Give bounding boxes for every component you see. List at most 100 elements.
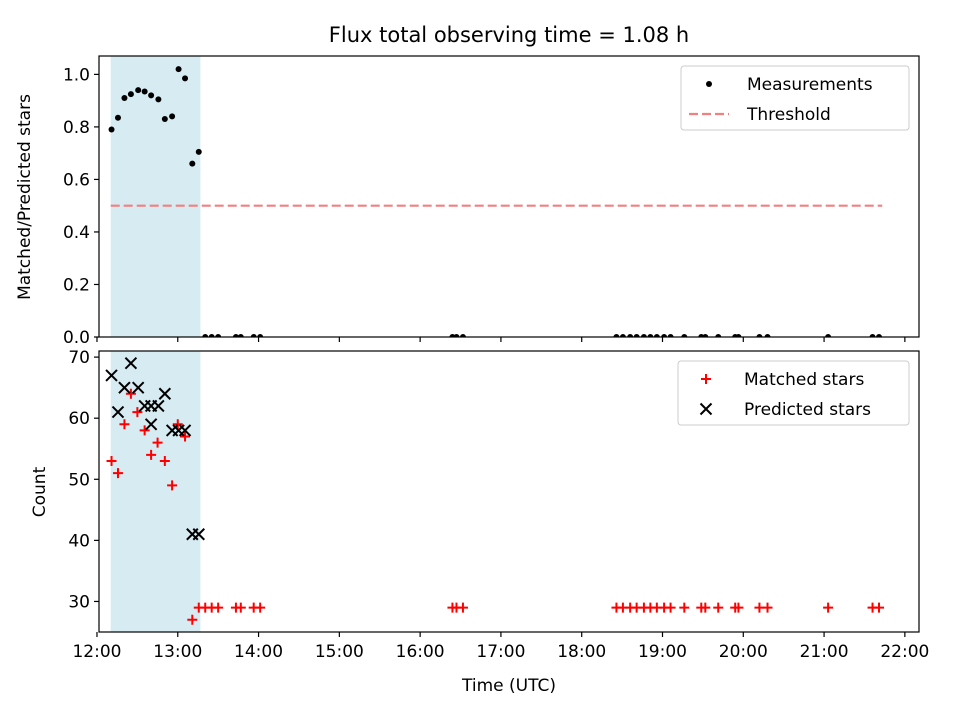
legend-label: Measurements	[747, 75, 873, 95]
matched-star-point	[125, 388, 136, 399]
matched-star-point	[255, 602, 266, 613]
measurement-point	[715, 334, 722, 337]
measurement-point	[232, 334, 239, 337]
measurement-point	[108, 126, 115, 133]
matched-star-point	[180, 431, 191, 442]
measurement-point	[681, 334, 688, 337]
measurement-point	[633, 334, 640, 337]
matched-star-point	[213, 602, 224, 613]
count-y-axis-label: Count	[30, 466, 50, 517]
axes-frame	[98, 350, 920, 633]
measurement-point	[169, 113, 176, 120]
matched-star-point	[146, 449, 157, 460]
measurement-point	[876, 334, 883, 337]
legend-measurements-marker	[706, 81, 712, 87]
y-tick-label: 70	[68, 348, 90, 368]
predicted-star-point	[131, 381, 145, 394]
count-panel: 30 40 50 60 70 12:00 13:00 14:00 15:00 16:00 17:00…	[68, 348, 929, 662]
y-tick-label: 0.0	[63, 328, 90, 348]
axes-frame	[98, 55, 920, 338]
measurement-point	[215, 334, 222, 337]
predicted-star-point	[152, 399, 165, 413]
predicted-star-point	[118, 381, 131, 394]
matched-star-point	[152, 437, 163, 448]
predicted-star-point	[178, 424, 192, 437]
legend-label: Threshold	[746, 105, 831, 125]
observing-span-shade	[110, 56, 201, 337]
measurement-point	[764, 334, 771, 337]
x-tick-label: 22:00	[880, 642, 929, 662]
measurement-point	[453, 334, 460, 337]
measurement-point	[237, 334, 244, 337]
chart-title: Flux total observing time = 1.08 h	[329, 23, 689, 47]
matched-star-point	[167, 480, 178, 491]
measurement-point	[613, 334, 620, 337]
legend-box	[677, 360, 910, 426]
x-tick-label: 16:00	[396, 642, 445, 662]
ratio-y-axis-label: Matched/Predicted stars	[15, 94, 35, 300]
x-tick-label: 21:00	[800, 642, 849, 662]
measurement-point	[653, 334, 660, 337]
measurement-point	[135, 87, 142, 94]
measurement-point	[640, 334, 647, 337]
measurement-point	[202, 334, 209, 337]
x-tick-label: 20:00	[719, 642, 768, 662]
observing-span-shade	[110, 351, 201, 632]
measurement-point	[148, 92, 155, 99]
predicted-star-point	[158, 387, 172, 400]
y-tick-label: 0.2	[63, 275, 90, 295]
ratio-panel: 0.0 0.2 0.4 0.6 0.8 1.0 Measurements Threshold	[63, 55, 920, 348]
legend-box	[680, 65, 910, 131]
measurement-point	[735, 334, 742, 337]
x-tick-label: 19:00	[638, 642, 687, 662]
legend-label: Matched stars	[744, 370, 864, 390]
x-tick-label: 15:00	[315, 642, 364, 662]
x-tick-label: 14:00	[234, 642, 283, 662]
y-tick-label: 0.6	[63, 170, 90, 190]
legend-predicted-marker	[699, 402, 713, 416]
predicted-star-point	[144, 418, 158, 431]
y-tick-label: 0.8	[63, 118, 90, 138]
measurement-point	[182, 75, 189, 82]
measurement-point	[175, 66, 182, 73]
matched-star-point	[713, 602, 724, 613]
measurement-point	[667, 334, 674, 337]
matched-star-point	[457, 602, 468, 613]
matched-star-point	[823, 602, 834, 613]
y-tick-label: 50	[68, 470, 90, 490]
y-tick-label: 1.0	[63, 65, 90, 85]
matched-star-point	[159, 455, 170, 466]
y-tick-label: 40	[68, 531, 90, 551]
matched-star-point	[106, 455, 117, 466]
legend-label: Predicted stars	[744, 400, 871, 420]
matched-star-point	[700, 602, 711, 613]
measurement-point	[756, 334, 763, 337]
x-tick-label: 12:00	[72, 642, 121, 662]
matched-star-point	[112, 468, 123, 479]
matched-star-point	[874, 602, 885, 613]
predicted-star-point	[105, 369, 118, 382]
measurement-point	[627, 334, 634, 337]
measurement-point	[114, 114, 121, 121]
predicted-star-point	[111, 405, 125, 419]
measurement-point	[619, 334, 626, 337]
y-tick-label: 60	[68, 409, 90, 429]
x-axis-label: Time (UTC)	[461, 676, 556, 696]
measurement-point	[869, 334, 876, 337]
legend-matched-marker	[701, 374, 711, 384]
x-tick-label: 17:00	[476, 642, 525, 662]
predicted-star-point	[124, 357, 138, 370]
matched-star-point	[172, 419, 183, 430]
matched-star-point	[139, 425, 150, 436]
measurement-point	[121, 95, 128, 102]
predicted-star-point	[192, 528, 205, 541]
matched-star-point	[762, 602, 773, 613]
plot-area	[108, 66, 883, 337]
measurement-point	[250, 334, 257, 337]
y-tick-label: 0.4	[63, 223, 90, 243]
matched-star-point	[235, 602, 246, 613]
matched-star-point	[679, 602, 690, 613]
measurement-point	[702, 334, 709, 337]
matched-star-point	[119, 419, 130, 430]
